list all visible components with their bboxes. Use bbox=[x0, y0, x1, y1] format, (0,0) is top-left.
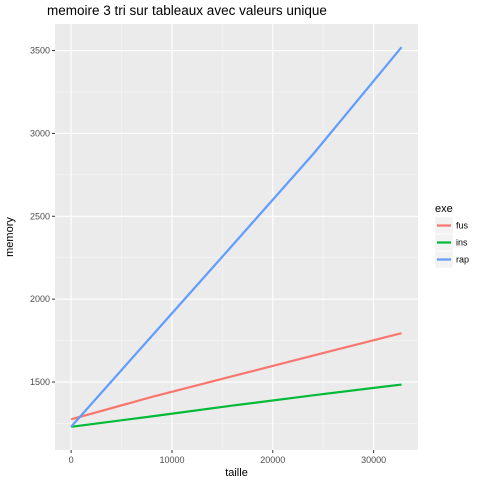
y-tick-label: 2000 bbox=[30, 294, 50, 304]
legend-label-fus: fus bbox=[456, 221, 469, 231]
series-line-fus bbox=[70, 332, 402, 421]
series-line-rap bbox=[70, 46, 403, 428]
legend: exe fus ins rap bbox=[434, 203, 469, 269]
x-axis: 0 10000 20000 30000 bbox=[69, 450, 386, 465]
x-tick-label: 10000 bbox=[159, 455, 184, 465]
x-tick-label: 0 bbox=[69, 455, 74, 465]
y-tick-label: 3500 bbox=[30, 46, 50, 56]
plot-panel bbox=[55, 24, 418, 450]
x-tick-label: 30000 bbox=[361, 455, 386, 465]
series-line-ins bbox=[70, 383, 402, 428]
legend-items: fus ins rap bbox=[434, 216, 469, 269]
x-axis-title: taille bbox=[225, 467, 248, 479]
legend-title: exe bbox=[435, 203, 453, 215]
y-axis-title: memory bbox=[4, 217, 16, 257]
x-tick-label: 20000 bbox=[260, 455, 285, 465]
y-tick-label: 1500 bbox=[30, 377, 50, 387]
major-gridlines bbox=[55, 24, 418, 450]
y-axis: 1500 2000 2500 3000 3500 bbox=[30, 46, 55, 387]
series-lines bbox=[70, 46, 403, 428]
minor-gridlines bbox=[55, 24, 418, 450]
y-tick-label: 2500 bbox=[30, 211, 50, 221]
chart-title: memoire 3 tri sur tableaux avec valeurs … bbox=[47, 3, 327, 18]
legend-label-ins: ins bbox=[456, 238, 468, 248]
y-tick-label: 3000 bbox=[30, 128, 50, 138]
legend-label-rap: rap bbox=[456, 255, 469, 265]
